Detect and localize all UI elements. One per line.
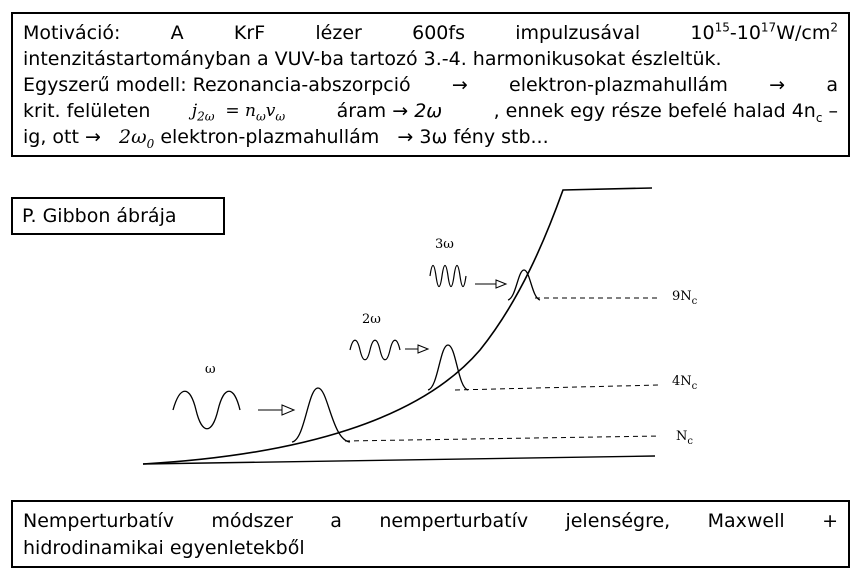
omega-label: ω xyxy=(205,362,216,377)
arrow-icon: → xyxy=(769,74,786,96)
level-4nc-label: 4Nc xyxy=(672,374,698,392)
three-omega-arrowhead xyxy=(495,279,508,289)
arrow-icon: → xyxy=(451,74,468,96)
word-4: lézer xyxy=(315,22,362,44)
word-7: + xyxy=(822,510,838,532)
plasma-wave-text: elektron-plazmahullám xyxy=(509,74,728,96)
two-omega-pulse xyxy=(427,344,469,391)
word-2: A xyxy=(170,22,184,44)
level-nc-label: Nc xyxy=(676,429,693,447)
level-4nc-line xyxy=(454,384,661,391)
arrow-icon: → xyxy=(85,126,101,148)
word-6: impulzusával xyxy=(515,22,641,44)
motivation-line-2: intenzitástartományban a VUV-ba tartozó … xyxy=(23,48,722,70)
word-1: Motiváció: xyxy=(23,22,121,44)
two-omega-arrowhead xyxy=(417,344,430,354)
two-omega-wave xyxy=(349,339,401,361)
a-text: a xyxy=(826,74,838,96)
omega-wave xyxy=(172,390,241,430)
density-profile-curve xyxy=(142,187,653,465)
current-formula: j2ω = nωvω xyxy=(191,101,286,124)
surface-text: krit. felületen xyxy=(23,100,151,122)
figure-label: P. Gibbon ábrája xyxy=(11,197,225,235)
omega-pulse xyxy=(291,387,351,443)
motivation-line-1: Motiváció: A KrF lézer 600fs impulzusáva… xyxy=(23,20,838,46)
word-2: módszer xyxy=(211,510,293,532)
level-nc-line xyxy=(344,435,661,442)
baseline xyxy=(142,455,656,465)
conclusion-line-1: Nemperturbatív módszer a nemperturbatív … xyxy=(23,508,838,535)
motivation-line-4: krit. felületen j2ω = nωvω áram → 2ω , e… xyxy=(23,98,838,124)
conclusion-box: Nemperturbatív módszer a nemperturbatív … xyxy=(11,500,850,568)
intensity-range: 1015-1017W/cm2 xyxy=(690,20,838,44)
model-text: Egyszerű modell: Rezonancia-abszorpció xyxy=(23,74,411,96)
word-5: 600fs xyxy=(412,22,465,44)
word-4: nemperturbatív xyxy=(379,510,529,532)
two-omega-label: 2ω xyxy=(362,312,381,327)
conclusion-line-2: hidrodinamikai egyenletekből xyxy=(23,537,305,559)
three-omega-wave xyxy=(429,264,467,288)
level-9nc-label: 9Nc xyxy=(672,289,698,307)
word-5: jelenségre, xyxy=(565,510,671,532)
omega-arrowhead xyxy=(281,404,296,416)
three-omega-pulse xyxy=(507,269,541,301)
three-omega-label: 3ω xyxy=(435,237,454,252)
current-text: áram → 2ω xyxy=(336,100,443,122)
word-1: Nemperturbatív xyxy=(23,510,174,532)
motivation-line-3: Egyszerű modell: Rezonancia-abszorpció →… xyxy=(23,72,838,98)
arrow-icon: → xyxy=(397,126,414,148)
word-3: a xyxy=(330,510,342,532)
inward-text: , ennek egy része befelé halad 4nc – xyxy=(493,100,838,125)
word-3: KrF xyxy=(233,22,266,44)
word-6: Maxwell xyxy=(707,510,785,532)
motivation-box: Motiváció: A KrF lézer 600fs impulzusáva… xyxy=(11,12,850,157)
motivation-line-5: ig, ott → 2ω0 elektron-plazmahullám → 3ω… xyxy=(23,126,549,151)
